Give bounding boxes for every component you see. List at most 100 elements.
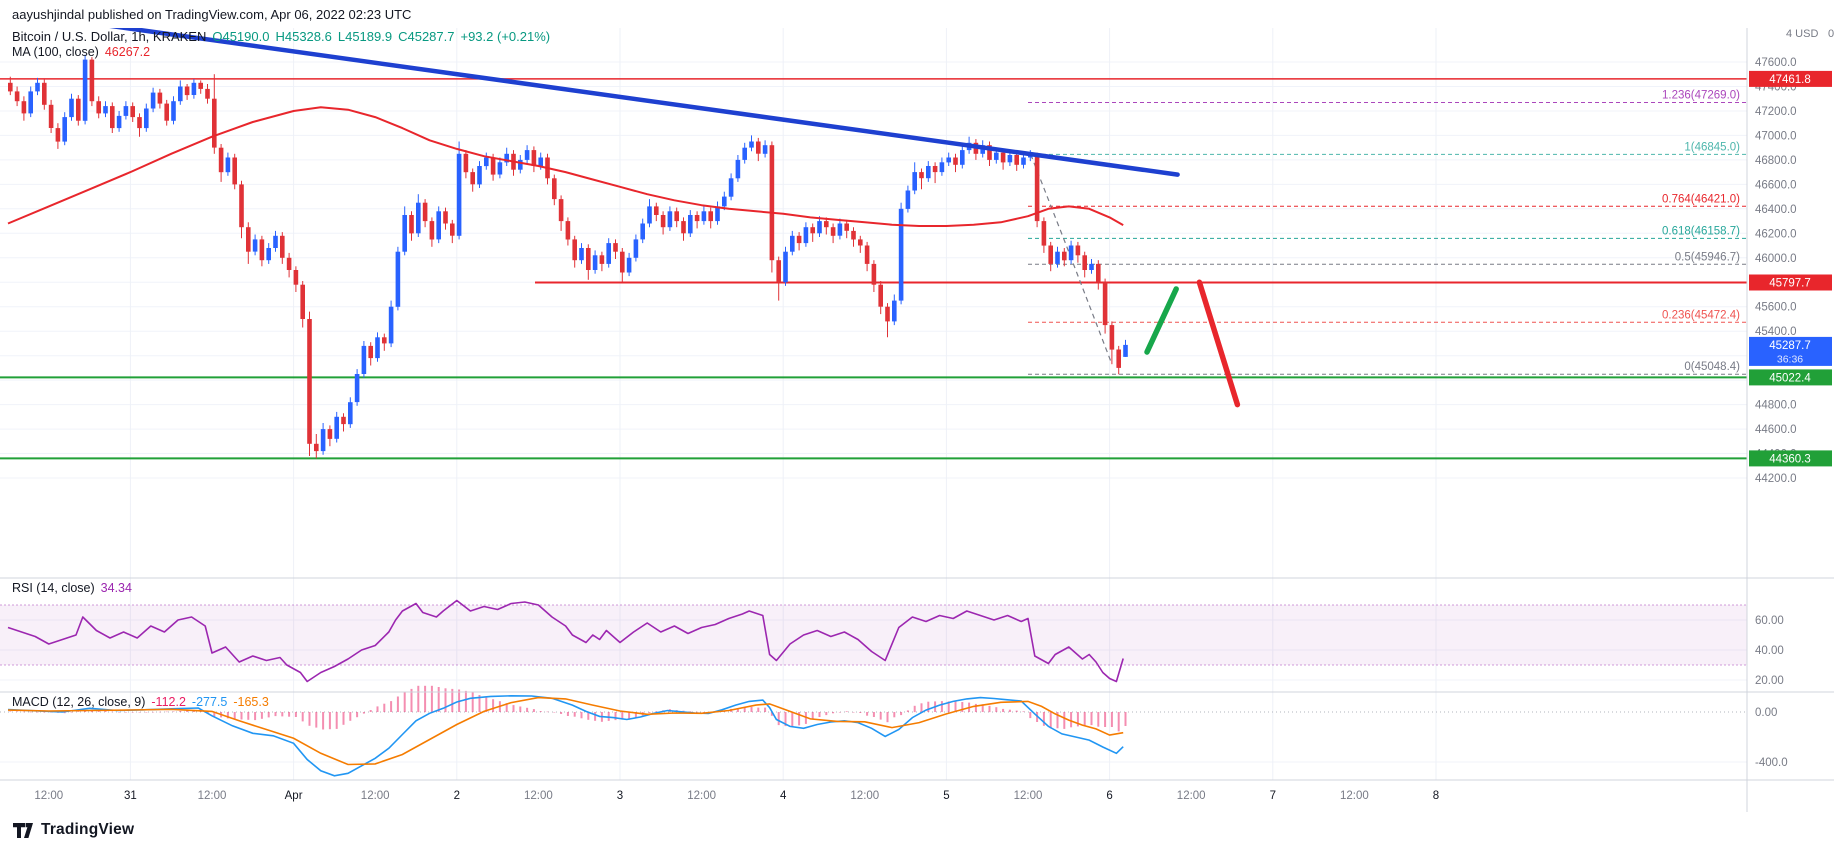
svg-text:12:00: 12:00 <box>1014 790 1043 802</box>
candles-layer[interactable] <box>8 54 1128 459</box>
candle-up <box>416 202 421 234</box>
svg-text:12:00: 12:00 <box>1340 790 1369 802</box>
candle-up <box>1068 245 1074 261</box>
svg-text:0.764(46421.0): 0.764(46421.0) <box>1662 193 1740 205</box>
time-axis[interactable]: 12:00 31 12:00 Apr 12:00 2 12:00 3 12:00 4 12:00 5 1… <box>34 790 1439 802</box>
candle-up <box>320 429 326 452</box>
candle-down <box>654 206 659 215</box>
price-label: 45022.4 <box>1749 369 1832 386</box>
candle-up <box>701 211 707 222</box>
candle-down <box>681 221 686 234</box>
svg-text:0.00: 0.00 <box>1755 707 1777 719</box>
candle-down <box>130 106 135 118</box>
candle-up <box>1123 344 1128 357</box>
dashed-connector <box>1030 154 1112 363</box>
trendline[interactable] <box>62 28 1180 177</box>
candle-down <box>293 270 299 285</box>
candle-up <box>1055 251 1060 264</box>
candle-down <box>756 141 761 154</box>
candle-up <box>402 215 407 252</box>
svg-text:1(46845.0): 1(46845.0) <box>1684 141 1740 153</box>
candle-up <box>579 248 584 261</box>
candle-down <box>586 248 591 270</box>
candle-down <box>341 416 346 425</box>
candle-down <box>769 145 775 261</box>
candle-up <box>150 92 156 109</box>
svg-text:12:00: 12:00 <box>524 790 553 802</box>
candle-up <box>484 157 489 167</box>
candle-down <box>599 255 605 264</box>
fib-levels[interactable] <box>1028 102 1747 375</box>
horizontal-lines[interactable] <box>0 78 1747 460</box>
svg-text:40.00: 40.00 <box>1755 645 1784 657</box>
candle-down <box>307 319 312 444</box>
svg-text:45400.0: 45400.0 <box>1755 326 1797 338</box>
candle-up <box>946 157 951 163</box>
svg-text:44360.3: 44360.3 <box>1769 453 1811 465</box>
svg-text:45600.0: 45600.0 <box>1755 302 1797 314</box>
candle-up <box>912 172 917 191</box>
candle-up <box>592 255 598 270</box>
svg-text:47461.8: 47461.8 <box>1769 74 1811 86</box>
svg-text:0: 0 <box>1828 28 1834 40</box>
chart-canvas[interactable]: 1.236(47269.0) 1(46845.0) 0.764(46421.0) 0.… <box>0 28 1834 812</box>
svg-text:12:00: 12:00 <box>34 790 63 802</box>
candle-down <box>824 221 829 228</box>
svg-text:44600.0: 44600.0 <box>1755 424 1797 436</box>
candle-up <box>348 402 353 425</box>
svg-text:12:00: 12:00 <box>1177 790 1206 802</box>
publish-bar: aayushjindal published on TradingView.co… <box>0 0 1834 28</box>
candle-down <box>96 101 101 114</box>
candle-down <box>558 199 564 222</box>
candle-up <box>225 157 231 173</box>
candle-up <box>191 82 197 95</box>
svg-text:5: 5 <box>943 790 949 802</box>
candle-down <box>232 157 237 185</box>
candle-down <box>48 104 54 128</box>
candle-down <box>8 82 13 92</box>
svg-text:45797.7: 45797.7 <box>1769 278 1811 290</box>
candle-down <box>218 147 224 173</box>
candle-up <box>790 235 795 252</box>
candle-down <box>280 235 285 258</box>
candle-up <box>178 86 183 102</box>
candle-up <box>735 159 741 179</box>
candle-down <box>851 230 856 240</box>
candle-up <box>892 300 897 322</box>
candle-up <box>375 337 380 359</box>
candle-up <box>273 235 278 248</box>
candle-down <box>314 443 319 452</box>
svg-text:12:00: 12:00 <box>687 790 716 802</box>
projection-arrows[interactable] <box>1144 279 1241 408</box>
svg-text:4 USD: 4 USD <box>1786 28 1818 40</box>
price-label: 45287.736:36 <box>1749 336 1832 366</box>
candle-down <box>953 157 958 165</box>
price-axis: 44200.044400.044600.044800.045000.045200… <box>1755 28 1834 769</box>
candle-down <box>1116 349 1121 368</box>
candle-down <box>463 153 469 173</box>
candle-up <box>388 306 394 344</box>
candle-down <box>1000 152 1006 163</box>
gridlines <box>0 28 1747 780</box>
price-label: 44360.3 <box>1749 450 1832 467</box>
candle-up <box>783 251 788 283</box>
candle-down <box>830 227 836 236</box>
svg-text:Apr: Apr <box>285 790 303 802</box>
candle-down <box>885 306 890 322</box>
candle-down <box>110 106 115 129</box>
candle-down <box>1048 245 1053 264</box>
candle-down <box>531 150 537 166</box>
candle-up <box>497 162 503 175</box>
candle-down <box>198 82 203 89</box>
candle-down <box>409 215 414 234</box>
tradingview-brand[interactable]: TradingView <box>41 821 135 838</box>
candle-up <box>82 59 88 121</box>
candle-up <box>436 211 441 240</box>
chart-area: 1.236(47269.0) 1(46845.0) 0.764(46421.0) 0.… <box>0 28 1834 812</box>
svg-text:47200.0: 47200.0 <box>1755 106 1797 118</box>
tradingview-logo-icon[interactable] <box>12 822 34 839</box>
candle-up <box>252 239 258 252</box>
candle-up <box>518 159 523 170</box>
candle-down <box>239 184 244 228</box>
